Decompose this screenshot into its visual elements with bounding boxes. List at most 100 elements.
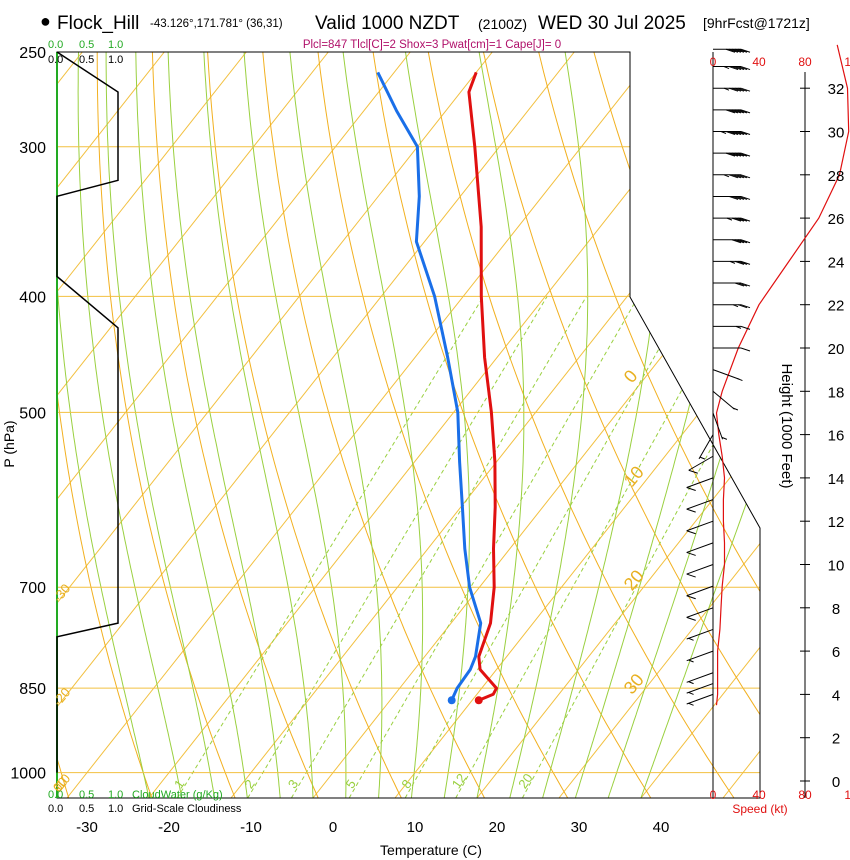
wind-barb-flag bbox=[737, 260, 748, 265]
wind-barb bbox=[686, 477, 714, 491]
wind-barb bbox=[688, 455, 714, 474]
cloudiness-line bbox=[56, 51, 119, 773]
wind-barb bbox=[713, 239, 751, 244]
wind-barb-flag bbox=[728, 87, 739, 92]
wind-barb-half-flag bbox=[723, 66, 730, 70]
height-tick-label: 2 bbox=[832, 731, 840, 748]
wind-barb bbox=[712, 390, 739, 411]
wind-barb-flag bbox=[731, 87, 742, 92]
wind-barb bbox=[713, 304, 751, 309]
surface-temperature-point bbox=[474, 696, 483, 705]
wind-barb-flag bbox=[734, 282, 745, 287]
x-tick-label: 30 bbox=[571, 819, 588, 836]
p-tick-label: 300 bbox=[19, 140, 46, 157]
wind-barb-flag bbox=[734, 109, 745, 114]
cloudwater-top-05: 0.5 bbox=[79, 39, 94, 51]
wind-barb-flag bbox=[740, 260, 751, 265]
speed-tick-label-bottom: 0 bbox=[710, 788, 717, 802]
height-tick-label: 16 bbox=[828, 428, 845, 445]
isotherm-line bbox=[57, 52, 575, 798]
station-coords: -43.126°,171.781° (36,31) bbox=[150, 18, 283, 30]
x-tick-label: -10 bbox=[240, 819, 262, 836]
moist-adiabat-line bbox=[342, 52, 424, 798]
wind-barb-flag bbox=[737, 304, 748, 309]
dry-adiabat-line bbox=[648, 52, 760, 798]
cloudiness-bottom-0: 0.0 bbox=[48, 803, 63, 815]
wind-barb-flag bbox=[740, 87, 751, 92]
mixing-ratio-label: 3 bbox=[285, 777, 301, 792]
moist-adiabat-line bbox=[77, 52, 183, 798]
moist-adiabat-line bbox=[509, 52, 589, 798]
speed-tick-label-top: 40 bbox=[752, 55, 766, 69]
wind-barb-half-flag bbox=[721, 436, 728, 440]
speed-tick-label-bottom: 12 bbox=[844, 788, 850, 802]
height-tick-label: 26 bbox=[828, 211, 845, 228]
mixing-ratio-label: 2 bbox=[241, 777, 257, 792]
x-tick-label: 40 bbox=[653, 819, 670, 836]
wind-barb-flag bbox=[737, 109, 748, 114]
cloudwater-bottom-1: 1.0 bbox=[108, 789, 123, 801]
wind-barb bbox=[713, 325, 751, 330]
axis-labels: 1 2 3 5 8 12 20-30 -20 -10 0 10 20 30 402503004005007… bbox=[10, 45, 850, 836]
wind-barb bbox=[686, 585, 714, 600]
speed-tick-label-top: 12 bbox=[844, 55, 850, 69]
frame-outline bbox=[56, 51, 761, 799]
wind-barb-flag bbox=[737, 48, 748, 53]
wind-barb-half-flag bbox=[726, 217, 733, 221]
dry-adiabats bbox=[57, 52, 760, 798]
height-tick-label: 10 bbox=[828, 558, 845, 575]
wind-barb-half-flag bbox=[723, 87, 730, 91]
x-tick-label: 10 bbox=[407, 819, 424, 836]
plot-frame bbox=[56, 51, 806, 799]
wind-barb bbox=[713, 87, 751, 92]
wind-barb-flag bbox=[728, 48, 739, 53]
isobar-lines bbox=[57, 51, 760, 774]
speed-tick-label-top: 0 bbox=[710, 55, 717, 69]
wind-barb-shaft bbox=[686, 607, 714, 618]
isotherm-line bbox=[57, 52, 247, 798]
p-tick-label: 700 bbox=[19, 580, 46, 597]
valid-time: Valid 1000 NZDT bbox=[315, 13, 460, 34]
p-tick-label: 500 bbox=[19, 405, 46, 422]
wind-barb-half-flag bbox=[732, 407, 739, 411]
wind-barb bbox=[686, 693, 714, 706]
cloudwater-label: CloudWater (g/Kg) bbox=[132, 789, 223, 801]
wind-barb-shaft bbox=[686, 672, 714, 683]
wind-barb-half-flag bbox=[723, 174, 730, 178]
wind-barbs bbox=[686, 48, 751, 706]
wind-barb-flag bbox=[686, 551, 696, 556]
moist-adiabat-line bbox=[640, 52, 760, 798]
mixing-ratio-label: 5 bbox=[342, 777, 358, 792]
wind-speed-profile bbox=[715, 44, 850, 706]
dry-adiabat-line bbox=[262, 52, 485, 798]
wind-barb-flag bbox=[731, 48, 742, 53]
isotherm-line bbox=[394, 52, 760, 798]
wind-barb-flag bbox=[740, 282, 751, 287]
wind-barb-flag bbox=[725, 131, 736, 135]
dry-adiabat-line bbox=[207, 52, 402, 798]
isotherm-line bbox=[148, 52, 739, 798]
wind-barb-half-flag bbox=[688, 692, 694, 695]
p-tick-label: 400 bbox=[19, 289, 46, 306]
height-tick-label: 6 bbox=[832, 644, 840, 661]
wind-barb-flag bbox=[728, 131, 739, 135]
isotherm-line bbox=[57, 52, 165, 798]
wind-barb-flag bbox=[734, 260, 745, 265]
p-tick-label: 250 bbox=[19, 45, 46, 62]
p-tick-label: 1000 bbox=[10, 766, 46, 783]
mixing-ratio-line bbox=[247, 296, 548, 798]
moist-adiabats bbox=[57, 52, 760, 798]
wind-barb-flag bbox=[737, 131, 748, 135]
moist-adiabat-line bbox=[105, 52, 216, 798]
wind-barb-flag bbox=[740, 174, 751, 179]
dry-adiabat-line bbox=[57, 52, 153, 798]
moist-adiabat-line bbox=[203, 52, 314, 798]
wind-barb-flag bbox=[740, 48, 751, 53]
wind-barb-half-flag bbox=[732, 304, 739, 308]
speed-axis-title: Speed (kt) bbox=[732, 802, 787, 816]
wind-barb-flag bbox=[740, 131, 751, 135]
wind-barb-flag bbox=[734, 217, 745, 222]
wind-barb-flag bbox=[725, 109, 736, 114]
wind-barb-flag bbox=[734, 66, 745, 71]
height-tick-label: 12 bbox=[828, 514, 845, 531]
